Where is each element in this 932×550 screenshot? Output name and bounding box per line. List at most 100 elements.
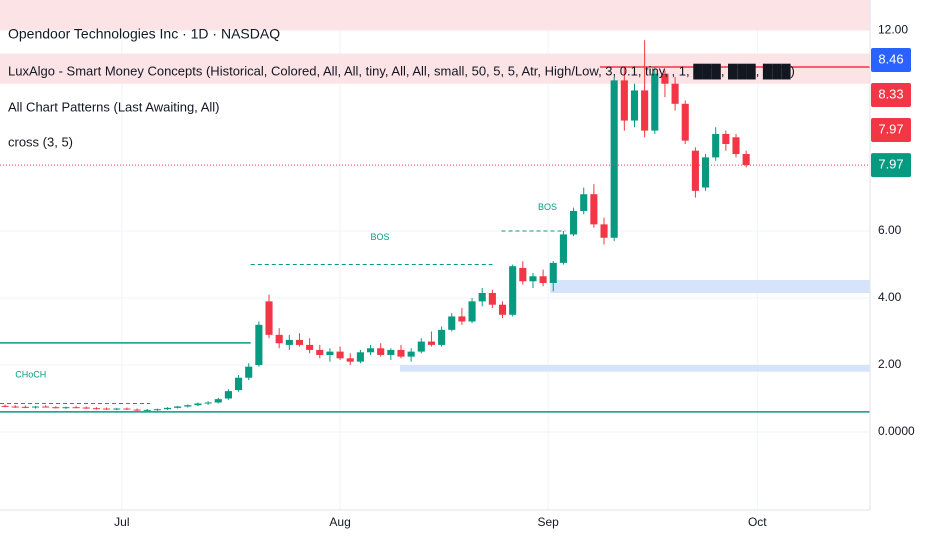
candle-body	[133, 409, 141, 411]
candle-body	[478, 293, 486, 302]
y-tick-label: 6.00	[878, 223, 902, 237]
x-tick-label: Jul	[114, 515, 129, 529]
x-tick-label: Sep	[538, 515, 560, 529]
candle-body	[397, 349, 405, 357]
candle-body	[570, 210, 578, 235]
candle-body	[681, 103, 689, 141]
candle-body	[417, 341, 425, 352]
candle-body	[620, 80, 628, 121]
candle-body	[732, 137, 740, 155]
candle-body	[21, 406, 29, 408]
candle-body	[255, 324, 263, 366]
price-tag	[871, 83, 911, 107]
candle-body	[204, 402, 212, 404]
candle-body	[519, 267, 527, 282]
x-tick-label: Aug	[329, 515, 350, 529]
candle-body	[52, 407, 60, 409]
candle-body	[336, 351, 344, 359]
candle-body	[722, 133, 730, 144]
candle-body	[31, 406, 40, 408]
candle-body	[590, 194, 598, 225]
annotation: CHoCH	[15, 369, 46, 379]
candle-body	[123, 408, 131, 410]
candle-body	[438, 329, 446, 345]
candle-body	[600, 224, 608, 238]
candle-body	[529, 276, 537, 282]
plot-area: CHoCH BOS BOS	[0, 0, 870, 510]
candle-body	[265, 301, 273, 335]
price-tag-label: 7.97	[878, 157, 903, 172]
price-tag	[871, 153, 911, 178]
candle-body	[42, 406, 50, 408]
candle-body	[448, 316, 456, 330]
candle-body	[488, 293, 496, 305]
candle-body	[366, 348, 375, 353]
candle-body	[356, 352, 364, 362]
candle-body	[224, 391, 232, 399]
candle-body	[580, 194, 588, 211]
candle-body	[214, 399, 222, 403]
annotation: BOS	[538, 202, 557, 212]
candle-body	[691, 150, 699, 191]
candle-body	[194, 403, 202, 406]
candle-body	[427, 341, 435, 345]
candle-body	[174, 406, 182, 408]
candle-body	[377, 348, 385, 355]
candle-body	[742, 154, 750, 166]
y-tick-label: 4.00	[878, 290, 902, 304]
candle-body	[153, 409, 161, 411]
candle-body	[163, 407, 172, 410]
candle-body	[630, 90, 639, 121]
indicator-label: All Chart Patterns (Last Awaiting, All)	[8, 99, 219, 114]
candle-body	[11, 406, 19, 408]
price-tag-label: 8.33	[878, 86, 903, 101]
candle-body	[285, 339, 293, 345]
candle-body	[641, 90, 649, 131]
candle-body	[559, 234, 567, 263]
candle-body	[103, 408, 111, 410]
candle-body	[316, 349, 324, 355]
candle-body	[113, 408, 121, 410]
candle-body	[387, 349, 395, 355]
zone	[0, 0, 870, 31]
candle-body	[549, 262, 557, 283]
candle-body	[326, 351, 334, 355]
annotation: BOS	[371, 232, 390, 242]
candle-body	[346, 358, 354, 362]
candle-body	[468, 301, 476, 322]
candle-body	[712, 133, 720, 158]
candle-body	[275, 334, 283, 344]
candle-body	[184, 405, 192, 407]
y-tick-label: 12.00	[878, 22, 908, 36]
price-tag	[871, 48, 911, 72]
candle-body	[671, 83, 679, 104]
indicator-label: cross (3, 5)	[8, 134, 73, 149]
indicator-label: LuxAlgo - Smart Money Concepts (Historic…	[8, 63, 795, 79]
candle-body	[235, 377, 243, 391]
candle-body	[701, 157, 710, 188]
y-tick-label: 2.00	[878, 357, 902, 371]
zone	[399, 365, 870, 372]
x-tick-label: Oct	[748, 515, 767, 529]
zone	[0, 53, 870, 84]
candle-body	[82, 407, 90, 409]
candle-body	[458, 316, 466, 322]
candle-body	[92, 408, 100, 410]
chart-title: Opendoor Technologies Inc · 1D · NASDAQ	[8, 26, 280, 42]
candle-body	[610, 80, 618, 238]
candle-body	[72, 407, 80, 409]
candle-body	[539, 276, 547, 283]
candle-body	[245, 366, 253, 378]
price-tag-label: 8.46	[878, 51, 903, 66]
candle-body	[1, 405, 9, 407]
candle-body	[295, 339, 304, 345]
candle-body	[661, 73, 669, 84]
price-tag	[871, 118, 911, 142]
candle-body	[651, 73, 659, 131]
candle-body	[407, 351, 415, 357]
candle-body	[509, 266, 517, 315]
candle-body	[143, 409, 151, 411]
zone	[550, 279, 870, 294]
